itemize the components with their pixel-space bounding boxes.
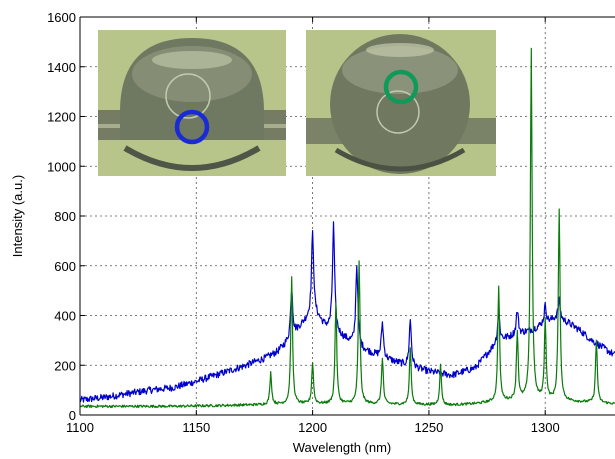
y-tick-label: 200 [54,358,76,373]
x-tick-label: 1300 [531,420,560,435]
y-tick-label: 800 [54,209,76,224]
y-tick-label: 1200 [47,110,76,125]
y-tick-label: 1600 [47,10,76,25]
x-tick-label: 1150 [182,420,210,435]
y-tick-label: 600 [54,259,76,274]
x-tick-label: 1250 [414,420,443,435]
x-tick-label: 1200 [298,420,327,435]
y-axis-label: Intensity (a.u.) [10,175,25,257]
y-tick-label: 1400 [47,60,76,75]
y-tick-label: 0 [69,408,76,423]
x-axis-label: Wavelength (nm) [293,440,392,455]
y-tick-label: 400 [54,309,76,324]
y-tick-label: 1000 [47,159,76,174]
